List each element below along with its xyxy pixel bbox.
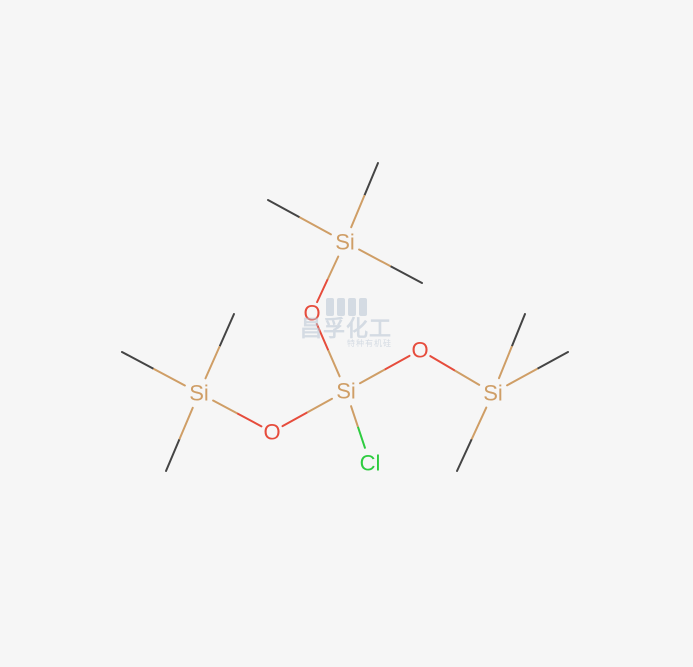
molecule-canvas: SiClOOOSiSiSi 昌孚化工 特种有机硅: [0, 0, 693, 667]
atom-o: O: [411, 338, 428, 363]
atom-o: O: [263, 420, 280, 445]
bond: [360, 356, 410, 383]
bond: [359, 250, 422, 283]
atom-si: Si: [335, 230, 355, 255]
bond: [499, 314, 525, 378]
bond: [457, 408, 486, 471]
bond: [166, 408, 193, 471]
bond: [122, 352, 185, 385]
bond: [430, 356, 479, 385]
bond: [351, 163, 378, 227]
atom-cl: Cl: [360, 451, 381, 476]
bond: [213, 401, 261, 427]
molecule-svg: Si Cl O O O Si Si Si: [0, 0, 693, 667]
atom-si: Si: [189, 381, 209, 406]
bond: [351, 406, 365, 448]
bond: [282, 399, 332, 426]
atom-si: Si: [336, 379, 356, 404]
atom-si: Si: [483, 381, 503, 406]
bond: [507, 352, 568, 385]
bond: [317, 324, 340, 376]
bond: [205, 314, 234, 378]
bond: [268, 200, 331, 234]
atom-o: O: [303, 301, 320, 326]
bond: [317, 257, 338, 303]
